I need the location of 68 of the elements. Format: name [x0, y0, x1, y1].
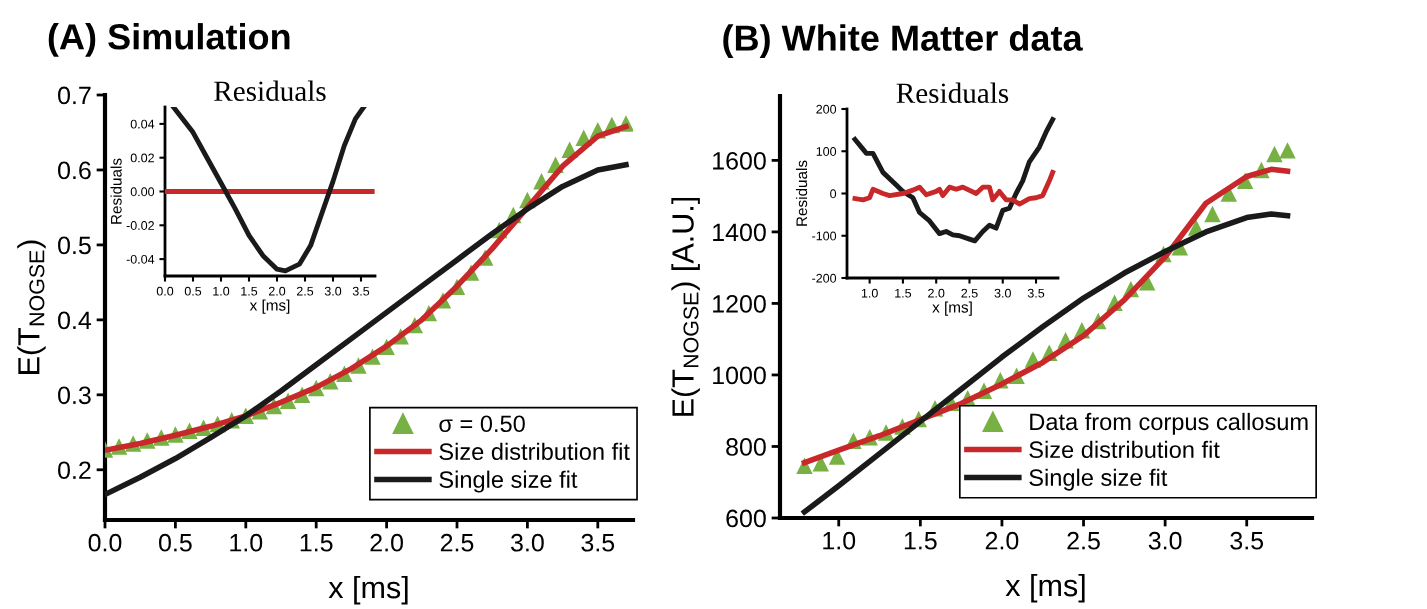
- y-tick-label: 0.7: [58, 86, 91, 105]
- legend-label: Size distribution fit: [1029, 440, 1220, 459]
- x-tick-label: 0.5: [184, 286, 202, 296]
- x-tick-label: 2.5: [1067, 531, 1100, 550]
- legend-label: σ = 0.50: [439, 415, 525, 433]
- x-tick-label: 2.0: [928, 288, 945, 298]
- y-tick-label: 200: [816, 104, 837, 114]
- x-tick-label: 2.0: [985, 531, 1019, 550]
- x-tick-label: 3.5: [1027, 288, 1045, 298]
- legend-label: Single size fit: [1029, 468, 1168, 491]
- y-tick-label: 0: [830, 189, 837, 199]
- x-tick-label: 3.0: [324, 286, 342, 296]
- x-tick-label: 0.0: [88, 533, 122, 552]
- x-axis-title: x [ms]: [328, 575, 408, 605]
- y-tick-label: 1200: [713, 295, 766, 313]
- y-tick-label: -200: [812, 273, 837, 283]
- y-tick-label: 0.2: [58, 461, 91, 480]
- x-tick-label: 0.5: [159, 533, 192, 552]
- y-tick-label: 1600: [713, 151, 766, 170]
- legend-label: Single size fit: [439, 470, 578, 493]
- legend-label: Data from corpus callosum: [1030, 412, 1308, 435]
- x-tick-label: 2.0: [268, 286, 286, 296]
- x-tick-label: 1.5: [300, 534, 333, 552]
- y-tick-label: 1000: [713, 366, 766, 385]
- x-tick-label: 1.0: [823, 531, 856, 550]
- y-tick-label: 0.02: [130, 153, 154, 163]
- y-tick-label: 800: [726, 438, 766, 456]
- x-tick-label: 3.5: [352, 286, 370, 296]
- x-tick-label: 1.5: [895, 288, 912, 298]
- x-axis-title: x [ms]: [932, 301, 972, 316]
- y-axis-title: E(T$_{NOGSE}$): [17, 240, 46, 374]
- y-tick-label: 100: [816, 147, 837, 156]
- y-tick-label: 0.00: [130, 187, 155, 197]
- y-tick-label: 0.6: [58, 161, 91, 180]
- chart-title: (A) Simulation: [48, 23, 290, 57]
- y-tick-label: -0.02: [126, 221, 154, 230]
- y-tick-label: -0.04: [126, 254, 155, 264]
- x-tick-label: 1.5: [241, 286, 258, 296]
- y-axis-title: E(T$_{NOGSE}$) [A.U.]: [671, 197, 700, 416]
- y-tick-label: 0.04: [130, 119, 155, 129]
- x-tick-label: 0.0: [156, 286, 174, 296]
- y-tick-label: 0.4: [58, 311, 92, 330]
- x-tick-label: 1.0: [861, 288, 878, 298]
- x-tick-label: 3.5: [581, 533, 615, 552]
- legend-label: Size distribution fit: [439, 442, 630, 461]
- y-tick-label: 0.5: [58, 236, 91, 255]
- x-tick-label: 3.0: [510, 533, 544, 552]
- x-tick-label: 1.0: [213, 286, 230, 296]
- y-tick-label: 1400: [713, 223, 766, 242]
- x-tick-label: 3.0: [994, 288, 1011, 298]
- x-axis-title: x [ms]: [1005, 573, 1085, 603]
- chart-title: (B) White Matter data: [723, 24, 1083, 59]
- y-axis-title: Residuals: [795, 160, 808, 226]
- x-tick-label: 1.5: [904, 532, 937, 550]
- x-axis-title: x [ms]: [249, 299, 290, 314]
- chart-title: Residuals: [896, 82, 1009, 104]
- x-tick-label: 2.5: [440, 533, 474, 552]
- x-tick-label: 3.0: [1148, 531, 1182, 550]
- y-tick-label: 0.3: [58, 386, 91, 405]
- y-tick-label: 600: [726, 509, 766, 528]
- x-tick-label: 2.5: [296, 286, 314, 296]
- x-tick-label: 1.0: [230, 533, 263, 552]
- y-axis-title: Residuals: [110, 158, 122, 224]
- y-tick-label: -100: [812, 231, 837, 241]
- chart-title: Residuals: [214, 80, 326, 102]
- x-tick-label: 3.5: [1230, 531, 1264, 550]
- x-tick-label: 2.5: [961, 288, 978, 298]
- x-tick-label: 2.0: [370, 533, 403, 552]
